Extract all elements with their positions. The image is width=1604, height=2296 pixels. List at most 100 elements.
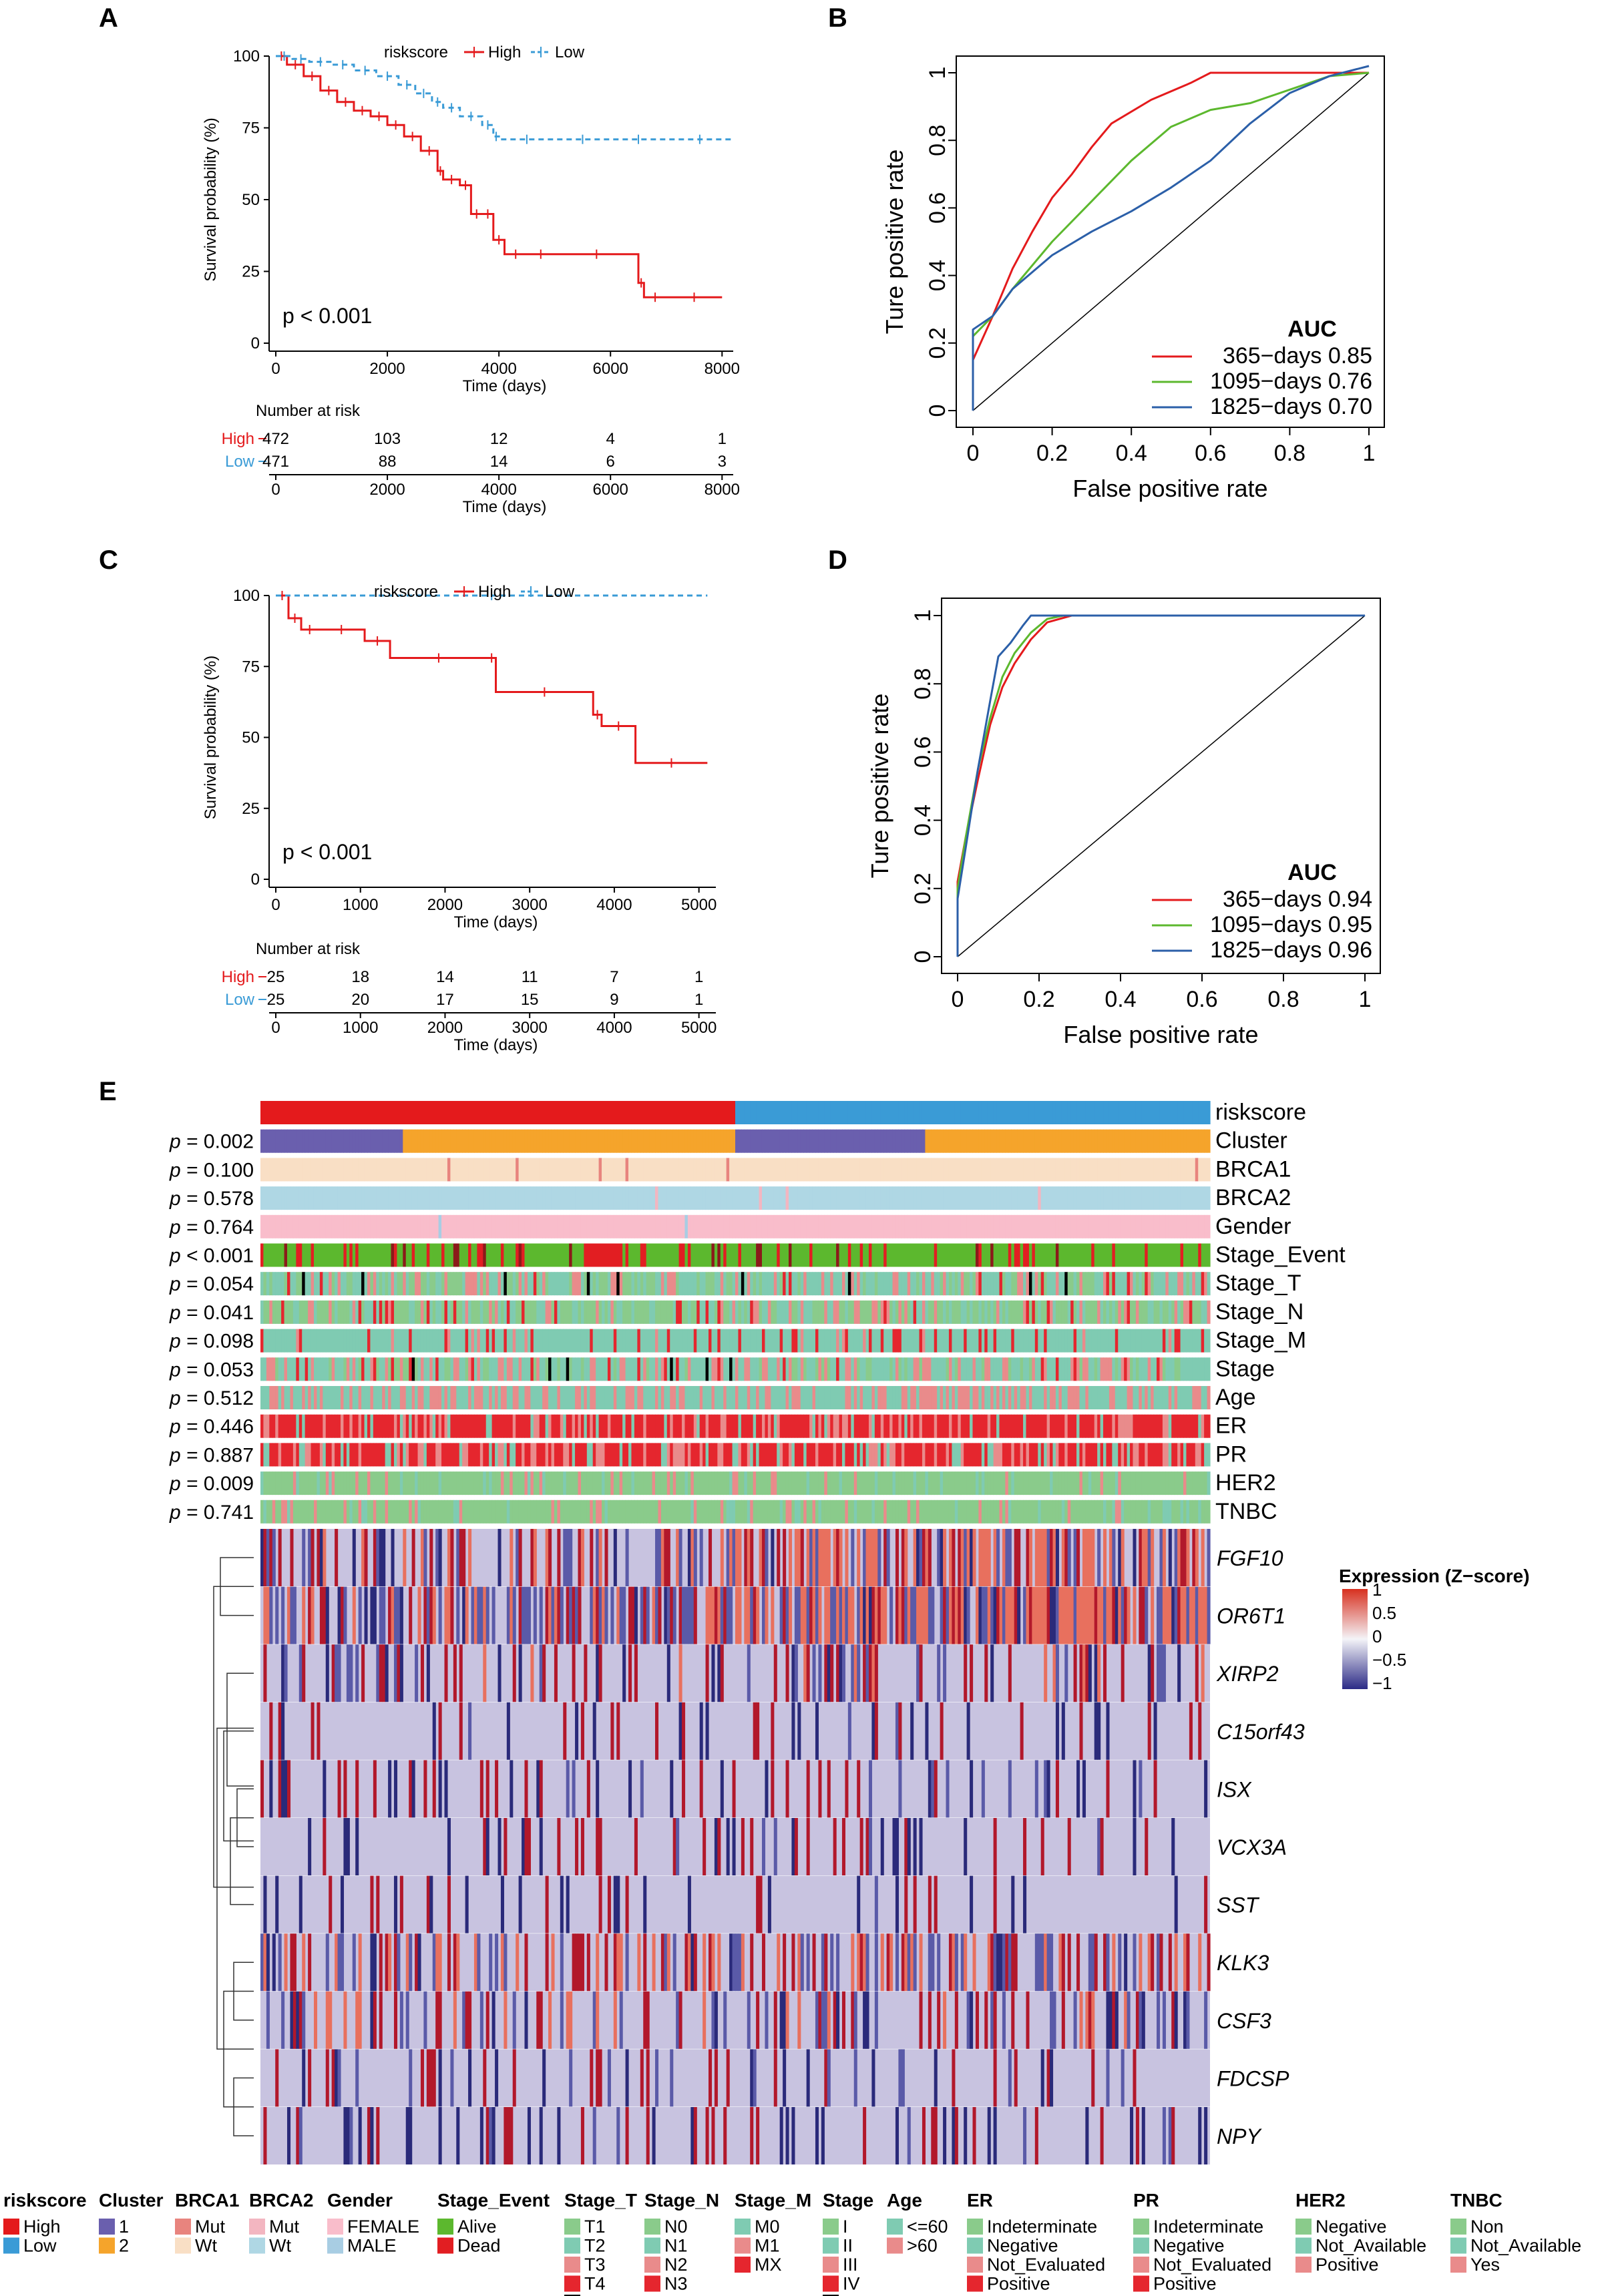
annotation-cell (311, 1443, 315, 1467)
annotation-cell (851, 1414, 855, 1438)
annotation-cell (966, 1386, 970, 1409)
annotation-cell (489, 1386, 493, 1409)
annotation-cell (468, 1129, 472, 1153)
annotation-cell (709, 1443, 713, 1467)
annotation-cell (524, 1186, 528, 1210)
annotation-cell (607, 1300, 611, 1324)
annotation-cell (759, 1414, 763, 1438)
annotation-cell (1026, 1129, 1030, 1153)
annotation-cell (1180, 1186, 1184, 1210)
annotation-cell (771, 1329, 775, 1353)
annotation-cell (266, 1272, 270, 1296)
annotation-cell (308, 1272, 312, 1296)
annotation-cell (1133, 1471, 1137, 1496)
annotation-cell (607, 1158, 611, 1182)
annotation-cell (1204, 1386, 1208, 1409)
annotation-cell (1109, 1101, 1113, 1124)
annotation-cell (1076, 1214, 1080, 1238)
annotation-cell (913, 1101, 917, 1124)
annotation-cell (1112, 1471, 1116, 1496)
annotation-cell (292, 1101, 296, 1124)
annotation-cell (415, 1443, 419, 1467)
annotation-cell (1198, 1272, 1202, 1296)
annotation-cell (783, 1243, 787, 1267)
annotation-cell (874, 1300, 878, 1324)
annotation-cell (533, 1300, 537, 1324)
annotation-cell (765, 1414, 769, 1438)
annotation-cell (323, 1186, 327, 1210)
annotation-cell (542, 1214, 546, 1238)
annotation-cell (678, 1414, 682, 1438)
annotation-cell (602, 1357, 606, 1381)
annotation-cell (1204, 1300, 1208, 1324)
annotation-cell (1201, 1300, 1205, 1324)
annotation-cell (1127, 1186, 1131, 1210)
annotation-cell (497, 1158, 502, 1182)
annotation-cell (343, 1386, 347, 1409)
annotation-cell (391, 1158, 395, 1182)
annotation-cell (625, 1357, 629, 1381)
annotation-cell (1151, 1300, 1155, 1324)
risk-count: 25 (267, 991, 285, 1009)
annotation-cell (352, 1214, 356, 1238)
annotation-cell (1023, 1158, 1027, 1182)
annotation-cell (628, 1129, 632, 1153)
annotation-cell (1201, 1214, 1205, 1238)
annotation-cell (868, 1129, 873, 1153)
annotation-cell (554, 1101, 558, 1124)
annotation-cell (551, 1101, 555, 1124)
annotation-cell (970, 1443, 974, 1467)
annotation-cell (892, 1471, 896, 1496)
annotation-cell (358, 1500, 362, 1524)
annotation-cell (996, 1158, 1000, 1182)
annotation-cell (1151, 1243, 1155, 1267)
y-tick-label: 25 (242, 800, 260, 818)
annotation-cell (491, 1101, 495, 1124)
annotation-cell (931, 1272, 935, 1296)
x-axis-title: False positive rate (1063, 1021, 1258, 1048)
annotation-cell (916, 1414, 920, 1438)
annotation-cell (536, 1129, 540, 1153)
annotation-cell (841, 1386, 846, 1409)
annotation-cell (563, 1386, 567, 1409)
annotation-cell (922, 1101, 926, 1124)
annotation-cell (409, 1329, 413, 1353)
annotation-cell (522, 1101, 526, 1124)
annotation-cell (1058, 1414, 1062, 1438)
annotation-cell (907, 1386, 911, 1409)
annotation-cell (883, 1329, 887, 1353)
annotation-cell (958, 1357, 962, 1381)
km-curve-high (276, 55, 723, 298)
annotation-cell (690, 1414, 694, 1438)
annotation-cell (1070, 1357, 1074, 1381)
annotation-cell (773, 1186, 777, 1210)
annotation-cell (349, 1471, 353, 1496)
annotation-cell (1032, 1186, 1036, 1210)
annotation-cell (1023, 1243, 1027, 1267)
annotation-cell (767, 1186, 771, 1210)
annotation-cell (290, 1243, 294, 1267)
annotation-cell (504, 1500, 508, 1524)
annotation-cell (1094, 1101, 1098, 1124)
annotation-cell (851, 1129, 855, 1153)
annotation-cell (928, 1386, 932, 1409)
annotation-cell (1055, 1243, 1059, 1267)
annotation-cell (1005, 1329, 1009, 1353)
annotation-cell (560, 1243, 564, 1267)
annotation-cell (298, 1414, 303, 1438)
annotation-cell (940, 1214, 944, 1238)
annotation-cell (767, 1443, 771, 1467)
annotation-cell (346, 1129, 350, 1153)
annotation-cell (337, 1471, 341, 1496)
annotation-cell (584, 1414, 588, 1438)
annotation-cell (343, 1214, 347, 1238)
annotation-cell (275, 1158, 279, 1182)
annotation-cell (586, 1500, 590, 1524)
annotation-cell (1118, 1300, 1122, 1324)
annotation-cell (637, 1414, 641, 1438)
annotation-cell (845, 1414, 849, 1438)
annotation-cell (370, 1129, 374, 1153)
annotation-cell (732, 1101, 736, 1124)
annotation-cell (732, 1386, 736, 1409)
annotation-cell (370, 1158, 374, 1182)
